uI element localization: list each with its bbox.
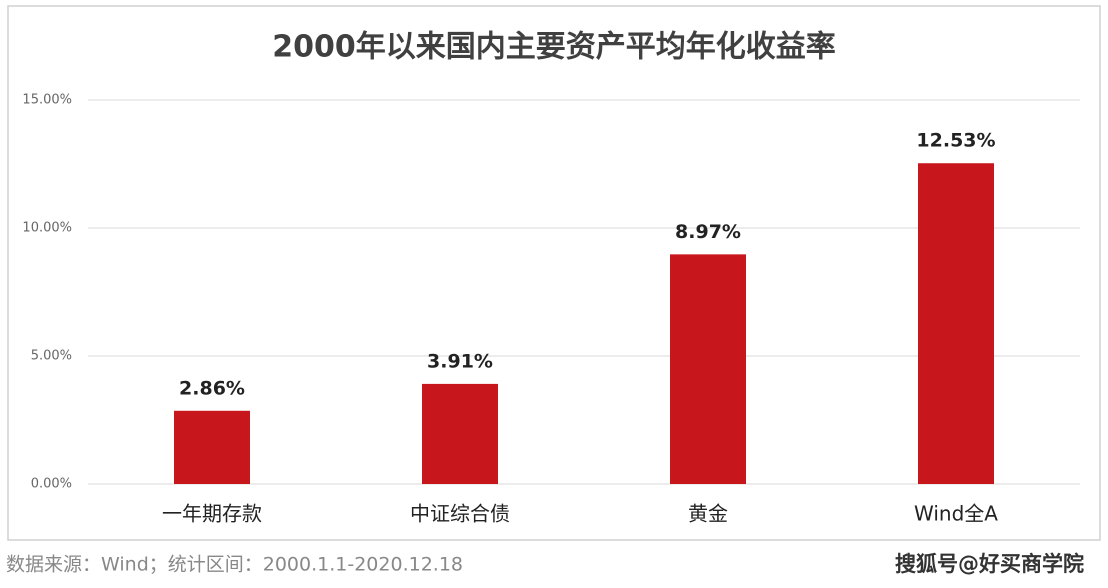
y-tick-label: 0.00% [31, 477, 72, 492]
data-label: 8.97% [675, 221, 741, 243]
bar [918, 163, 994, 484]
bar [174, 410, 250, 484]
bar [670, 254, 746, 484]
source-note: 数据来源：Wind；统计区间：2000.1.1-2020.12.18 [6, 554, 463, 576]
x-tick-label: Wind全A [914, 502, 998, 526]
data-label: 3.91% [427, 350, 493, 372]
y-tick-label: 15.00% [22, 93, 72, 108]
data-label: 12.53% [916, 130, 995, 152]
x-tick-label: 一年期存款 [162, 502, 262, 526]
y-tick-label: 5.00% [31, 349, 72, 364]
data-label: 2.86% [179, 377, 245, 399]
watermark: 搜狐号@好买商学院 [895, 552, 1084, 576]
x-tick-label: 黄金 [688, 502, 728, 526]
bar [422, 383, 498, 484]
x-tick-label: 中证综合债 [410, 502, 510, 526]
chart-title: 2000年以来国内主要资产平均年化收益率 [272, 30, 836, 65]
y-tick-label: 10.00% [22, 221, 72, 236]
